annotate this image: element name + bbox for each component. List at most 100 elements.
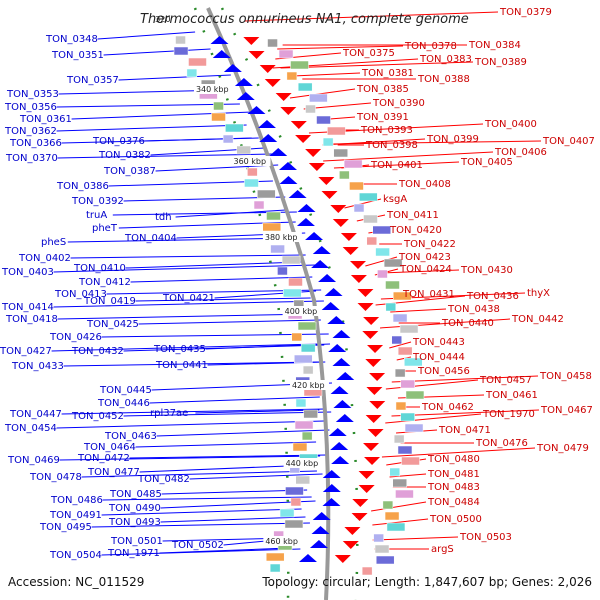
left-gene-label[interactable]: TON_0387: [103, 166, 156, 177]
left-gene-label[interactable]: TON_0361: [19, 114, 72, 125]
right-gene-label[interactable]: TON_0401: [370, 160, 423, 171]
right-gene-label[interactable]: TON_0420: [389, 225, 442, 236]
left-gene-label[interactable]: TON_0419: [83, 296, 136, 307]
left-gene-label[interactable]: TON_0353: [6, 89, 59, 100]
right-gene-label[interactable]: TON_0471: [438, 425, 491, 436]
left-gene-label[interactable]: TON_0357: [66, 75, 119, 86]
right-gene-label[interactable]: TON_0476: [475, 438, 528, 449]
right-gene-label[interactable]: TON_0500: [429, 514, 482, 525]
right-gene-label[interactable]: TON_0383: [419, 54, 472, 65]
right-gene-label[interactable]: TON_0423: [398, 252, 451, 263]
right-gene-label[interactable]: TON_0391: [356, 112, 409, 123]
left-gene-label[interactable]: TON_0432: [71, 346, 124, 357]
left-gene-label[interactable]: TON_0502: [171, 540, 224, 551]
left-gene-label[interactable]: TON_0463: [104, 431, 157, 442]
left-gene-label[interactable]: TON_0425: [86, 319, 139, 330]
left-gene-label[interactable]: TON_0366: [9, 138, 62, 149]
right-gene-label[interactable]: TON_0400: [484, 119, 537, 130]
right-gene-label[interactable]: TON_0444: [412, 352, 465, 363]
right-gene-label[interactable]: TON_0479: [536, 443, 589, 454]
left-gene-label[interactable]: TON_0493: [108, 517, 161, 528]
left-gene-label[interactable]: TON_0403: [1, 267, 54, 278]
left-gene-label[interactable]: TON_0495: [39, 522, 92, 533]
left-gene-label[interactable]: TON_0413: [54, 289, 107, 300]
right-gene-label[interactable]: TON_0422: [403, 239, 456, 250]
left-gene-label[interactable]: TON_0469: [7, 455, 60, 466]
left-gene-label[interactable]: TON_0478: [29, 472, 82, 483]
left-gene-label[interactable]: TON_0445: [99, 385, 152, 396]
right-gene-label[interactable]: TON_0393: [360, 125, 413, 136]
left-gene-label[interactable]: TON_0382: [98, 150, 151, 161]
right-gene-label[interactable]: TON_0483: [427, 482, 480, 493]
right-gene-label[interactable]: TON_0481: [427, 469, 480, 480]
left-gene-label[interactable]: TON_0446: [97, 398, 150, 409]
left-gene-label[interactable]: TON_0412: [78, 277, 131, 288]
left-gene-label[interactable]: TON_0464: [83, 442, 136, 453]
right-gene-label[interactable]: TON_0424: [399, 264, 452, 275]
left-gene-label[interactable]: TON_0452: [71, 411, 124, 422]
right-gene-label[interactable]: TON_0389: [474, 57, 527, 68]
left-gene-label[interactable]: TON_0362: [4, 126, 57, 137]
right-gene-label[interactable]: TON_0503: [459, 532, 512, 543]
right-gene-label[interactable]: TON_0388: [417, 74, 470, 85]
left-gene-label[interactable]: TON_0421: [162, 293, 215, 304]
left-gene-label[interactable]: tdh: [155, 212, 172, 223]
left-gene-label[interactable]: TON_0402: [18, 253, 71, 264]
right-gene-label[interactable]: TON_0440: [441, 318, 494, 329]
right-gene-label[interactable]: TON_0461: [485, 390, 538, 401]
left-gene-label[interactable]: TON_0454: [4, 423, 57, 434]
right-gene-label[interactable]: TON_0399: [426, 134, 479, 145]
left-gene-label[interactable]: TON_0356: [4, 102, 57, 113]
left-gene-label[interactable]: TON_0486: [50, 495, 103, 506]
right-gene-label[interactable]: TON_0398: [365, 140, 418, 151]
left-gene-label[interactable]: TON_0504: [49, 550, 102, 561]
left-gene-label[interactable]: TON_0472: [77, 453, 130, 464]
right-gene-label[interactable]: TON_0431: [402, 289, 455, 300]
right-gene-label[interactable]: TON_0430: [460, 265, 513, 276]
right-gene-label[interactable]: TON_0442: [511, 314, 564, 325]
right-gene-label[interactable]: TON_0390: [372, 98, 425, 109]
left-gene-label[interactable]: TON_0426: [49, 332, 102, 343]
left-gene-label[interactable]: TON_0414: [1, 302, 54, 313]
left-gene-label[interactable]: TON_0435: [153, 344, 206, 355]
right-gene-label[interactable]: thyX: [527, 288, 550, 299]
right-gene-label[interactable]: ksgA: [383, 194, 407, 205]
right-gene-label[interactable]: TON_0384: [468, 40, 521, 51]
left-gene-label[interactable]: TON_0441: [155, 360, 208, 371]
right-gene-label[interactable]: TON_0462: [421, 402, 474, 413]
right-gene-label[interactable]: TON_0467: [540, 405, 593, 416]
right-gene-label[interactable]: TON_0480: [427, 454, 480, 465]
left-gene-label[interactable]: TON_0485: [109, 489, 162, 500]
right-gene-label[interactable]: TON_1970: [482, 409, 535, 420]
left-gene-label[interactable]: TON_0386: [56, 181, 109, 192]
right-gene-label[interactable]: argS: [431, 544, 454, 555]
left-gene-label[interactable]: TON_0447: [9, 409, 62, 420]
left-gene-label[interactable]: TON_0351: [51, 50, 104, 61]
right-gene-label[interactable]: TON_0406: [494, 147, 547, 158]
left-gene-label[interactable]: TON_0501: [110, 536, 163, 547]
left-gene-label[interactable]: TON_0404: [124, 233, 177, 244]
right-gene-label[interactable]: TON_0443: [412, 337, 465, 348]
right-gene-label[interactable]: TON_0484: [427, 497, 480, 508]
right-gene-label[interactable]: TON_0375: [342, 48, 395, 59]
left-gene-label[interactable]: rpl37ae: [150, 408, 188, 419]
left-gene-label[interactable]: pheS: [41, 237, 66, 248]
right-gene-label[interactable]: TON_0405: [460, 157, 513, 168]
right-gene-label[interactable]: TON_0457: [479, 375, 532, 386]
left-gene-label[interactable]: TON_0410: [73, 263, 126, 274]
right-gene-label[interactable]: TON_0411: [386, 210, 439, 221]
left-gene-label[interactable]: TON_0392: [71, 196, 124, 207]
left-gene-label[interactable]: TON_0418: [5, 314, 58, 325]
left-gene-label[interactable]: TON_0433: [11, 361, 64, 372]
left-gene-label[interactable]: TON_0491: [49, 510, 102, 521]
right-gene-label[interactable]: TON_0436: [466, 291, 519, 302]
left-gene-label[interactable]: TON_0376: [92, 136, 145, 147]
left-gene-label[interactable]: TON_0490: [108, 503, 161, 514]
right-gene-label[interactable]: TON_0456: [417, 366, 470, 377]
left-gene-label[interactable]: TON_1971: [107, 548, 160, 559]
right-gene-label[interactable]: TON_0378: [404, 41, 457, 52]
left-gene-label[interactable]: pheT: [92, 223, 118, 234]
right-gene-label[interactable]: TON_0381: [361, 68, 414, 79]
left-gene-label[interactable]: truA: [86, 210, 107, 221]
right-gene-label[interactable]: TON_0438: [447, 304, 500, 315]
